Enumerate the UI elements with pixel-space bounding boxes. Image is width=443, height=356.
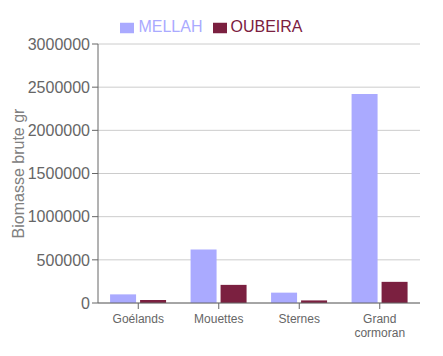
svg-text:2500000: 2500000 (28, 79, 90, 96)
svg-text:3000000: 3000000 (28, 36, 90, 53)
svg-text:Goélands: Goélands (113, 312, 164, 326)
svg-text:Sternes: Sternes (279, 312, 320, 326)
html-text:MELLAH: MELLAH (138, 18, 203, 35)
svg-text:1500000: 1500000 (28, 165, 90, 182)
svg-text:Biomasse brute gr: Biomasse brute gr (10, 108, 27, 239)
svg-text:Grandcormoran: Grandcormoran (354, 312, 405, 340)
svg-text:Mouettes: Mouettes (194, 312, 243, 326)
svg-text:2000000: 2000000 (28, 122, 90, 139)
html-text:OUBEIRA: OUBEIRA (230, 18, 303, 35)
svg-text:1000000: 1000000 (28, 208, 90, 225)
svg-text:500000: 500000 (37, 252, 90, 269)
svg-text:0: 0 (81, 295, 90, 312)
